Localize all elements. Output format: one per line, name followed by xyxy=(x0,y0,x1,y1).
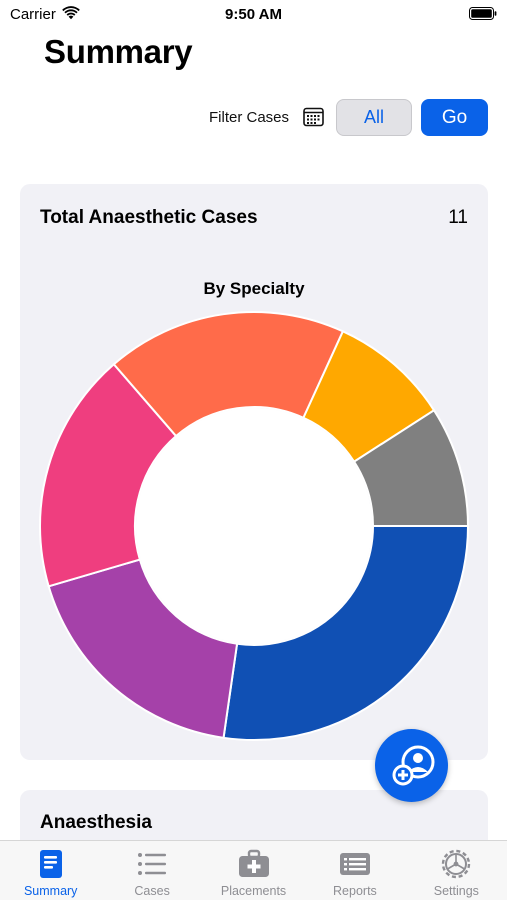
donut-slice-1[interactable] xyxy=(47,558,239,739)
chart-title: By Specialty xyxy=(203,279,305,298)
carrier-label: Carrier xyxy=(10,6,56,23)
donut-slice-3[interactable] xyxy=(112,311,345,438)
donut-slice-2[interactable] xyxy=(39,362,178,588)
medical-bag-icon xyxy=(238,849,269,877)
tab-placements[interactable]: Placements xyxy=(203,841,304,900)
add-case-button[interactable] xyxy=(375,729,448,802)
tab-cases[interactable]: Cases xyxy=(101,841,202,900)
tab-cases-label: Cases xyxy=(134,884,170,898)
tab-placements-label: Placements xyxy=(220,884,287,898)
status-time: 9:50 AM xyxy=(225,6,282,23)
calendar-icon[interactable] xyxy=(303,106,324,127)
tab-summary-label: Summary xyxy=(23,884,78,898)
total-cases-title: Total Anaesthetic Cases xyxy=(40,207,258,228)
total-cases-card: Total Anaesthetic Cases 11 By Specialty xyxy=(20,184,488,760)
status-bar: Carrier 9:50 AM xyxy=(0,0,507,28)
donut-slice-0[interactable] xyxy=(222,525,470,741)
gear-icon xyxy=(442,849,471,879)
tab-settings-label: Settings xyxy=(433,884,479,898)
add-person-icon xyxy=(392,745,435,786)
tab-settings[interactable]: Settings xyxy=(406,841,507,900)
total-cases-count: 11 xyxy=(448,207,468,228)
wifi-icon xyxy=(62,6,80,20)
report-icon xyxy=(339,853,370,875)
list-icon xyxy=(138,853,167,875)
donut-hole xyxy=(136,408,372,644)
donut-slice-5[interactable] xyxy=(352,408,470,527)
battery-icon xyxy=(469,7,497,20)
filter-all-button[interactable]: All xyxy=(336,99,412,136)
specialty-donut-chart xyxy=(39,311,470,741)
go-button[interactable]: Go xyxy=(421,99,488,136)
tab-reports[interactable]: Reports xyxy=(304,841,405,900)
tab-summary[interactable]: Summary xyxy=(0,841,101,900)
page-title: Summary xyxy=(44,33,193,70)
anaesthesia-title: Anaesthesia xyxy=(40,812,152,833)
tab-bar: Summary Cases Placements xyxy=(0,840,507,900)
summary-icon xyxy=(39,850,62,878)
tab-reports-label: Reports xyxy=(333,884,377,898)
filter-cases-label: Filter Cases xyxy=(209,109,290,126)
